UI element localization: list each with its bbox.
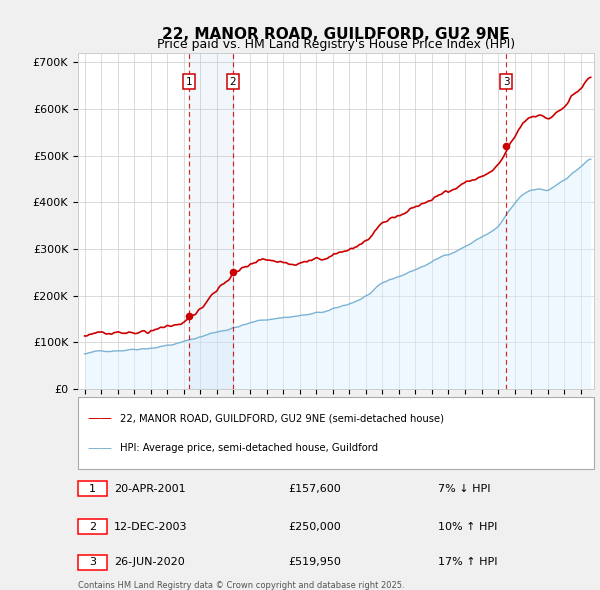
Text: 7% ↓ HPI: 7% ↓ HPI <box>438 484 491 494</box>
Text: 20-APR-2001: 20-APR-2001 <box>114 484 185 494</box>
Text: £157,600: £157,600 <box>288 484 341 494</box>
Text: 10% ↑ HPI: 10% ↑ HPI <box>438 522 497 532</box>
Text: 3: 3 <box>503 77 509 87</box>
Text: 17% ↑ HPI: 17% ↑ HPI <box>438 558 497 568</box>
Text: 22, MANOR ROAD, GUILDFORD, GU2 9NE: 22, MANOR ROAD, GUILDFORD, GU2 9NE <box>162 27 510 41</box>
Text: Contains HM Land Registry data © Crown copyright and database right 2025.
This d: Contains HM Land Registry data © Crown c… <box>78 581 404 590</box>
Text: 12-DEC-2003: 12-DEC-2003 <box>114 522 187 532</box>
Text: HPI: Average price, semi-detached house, Guildford: HPI: Average price, semi-detached house,… <box>120 444 378 454</box>
Bar <box>189 53 233 389</box>
Text: ——: —— <box>87 412 112 425</box>
Text: £519,950: £519,950 <box>288 558 341 568</box>
Text: Price paid vs. HM Land Registry's House Price Index (HPI): Price paid vs. HM Land Registry's House … <box>157 38 515 51</box>
Text: 2: 2 <box>89 522 96 532</box>
Text: 1: 1 <box>185 77 192 87</box>
Text: 2: 2 <box>229 77 236 87</box>
Text: 26-JUN-2020: 26-JUN-2020 <box>114 558 185 568</box>
Text: 3: 3 <box>89 558 96 568</box>
Text: 22, MANOR ROAD, GUILDFORD, GU2 9NE (semi-detached house): 22, MANOR ROAD, GUILDFORD, GU2 9NE (semi… <box>120 413 444 423</box>
Text: ——: —— <box>87 442 112 455</box>
Text: 1: 1 <box>89 484 96 494</box>
Text: £250,000: £250,000 <box>288 522 341 532</box>
